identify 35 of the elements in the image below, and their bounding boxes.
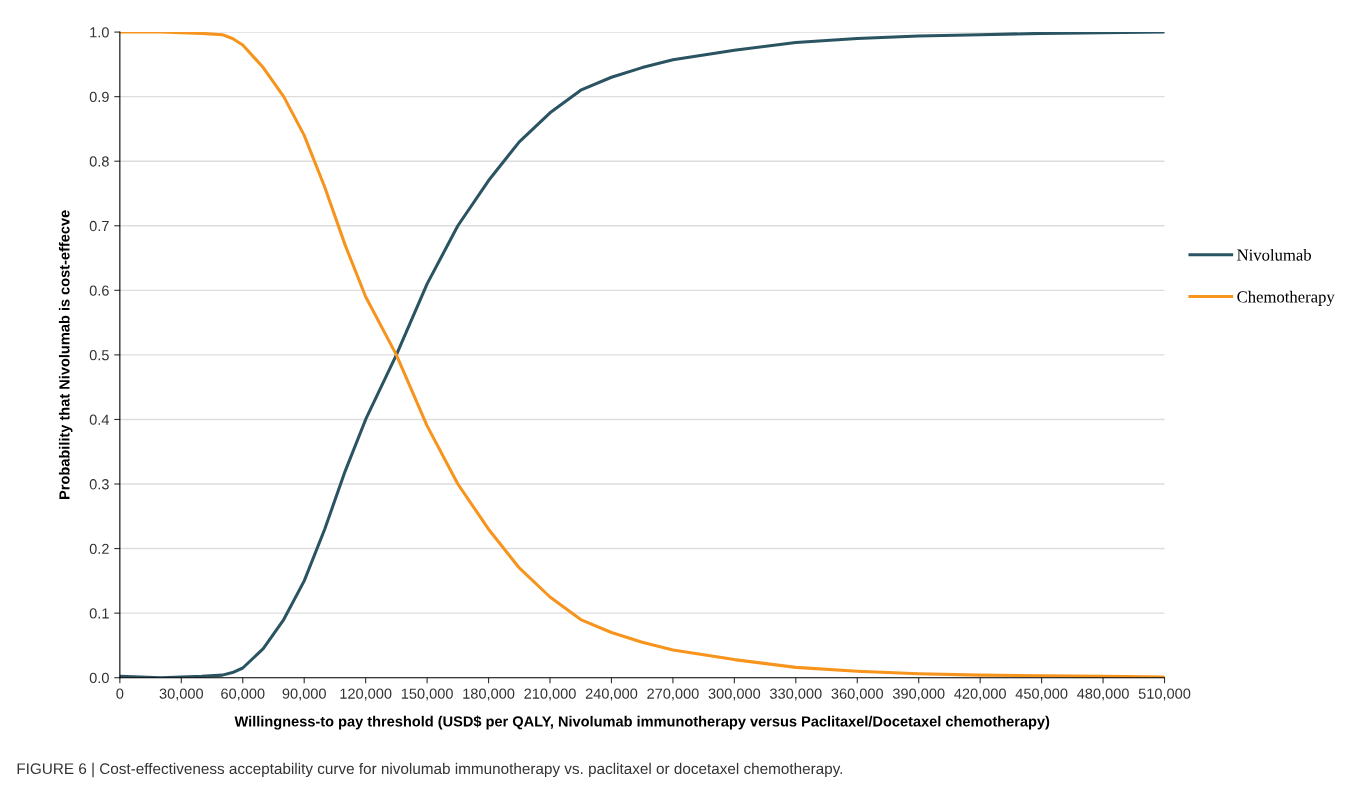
legend-label: Chemotherapy (1237, 290, 1335, 306)
x-axis-title: Willingness-to pay threshold (USD$ per QALY, Nivolumab immunotherapy versus Paclitaxel/Docetaxel chemotherapy) (234, 715, 1050, 730)
y-tick-label: 0.9 (89, 91, 109, 103)
x-tick-label: 60,000 (221, 688, 265, 701)
y-tick-label: 0.1 (89, 608, 109, 619)
y-tick-label: 0.8 (89, 156, 109, 167)
x-tick-label: 360,000 (831, 688, 884, 701)
x-tick-label: 420,000 (954, 688, 1006, 701)
x-tick-label: 390,000 (892, 688, 945, 701)
x-tick-label: 240,000 (585, 688, 638, 701)
x-tick-label: 0 (116, 688, 124, 699)
y-tick-label: 0.2 (89, 543, 109, 554)
x-tick-label: 120,000 (340, 688, 392, 701)
line-series (119, 32, 1165, 678)
x-tick-label: 450,000 (1015, 688, 1068, 701)
y-tick-label: 0.3 (89, 479, 109, 490)
y-tick-label: 0.4 (89, 414, 110, 425)
y-tick-label: 0.7 (89, 220, 109, 232)
y-tick-label: 0.6 (89, 285, 109, 296)
x-tick-label: 270,000 (647, 688, 699, 701)
caption: FIGURE 6 | Cost-effectiveness acceptability curve for nivolumab immunotherapy vs. paclitaxel or docetaxel chemotherapy. (17, 762, 843, 778)
x-tick-label: 480,000 (1077, 688, 1129, 701)
x-tick-label: 150,000 (401, 688, 453, 701)
x-tick-label: 210,000 (524, 688, 576, 701)
y-tick-label: 0.5 (89, 349, 109, 361)
x-tick-label: 90,000 (282, 688, 326, 701)
x-tick-label: 330,000 (770, 688, 822, 701)
y-axis-title: Probability that Nivolumab is cost-effecve (58, 210, 73, 499)
x-tick-label: 510,000 (1138, 688, 1191, 701)
x-tick-label: 30,000 (159, 688, 204, 701)
legend-label: Nivolumab (1237, 248, 1311, 261)
x-tick-label: 300,000 (708, 688, 761, 701)
y-tick-label: 0.0 (89, 672, 109, 684)
y-tick-label: 1.0 (90, 27, 109, 38)
x-tick-label: 180,000 (463, 688, 515, 701)
